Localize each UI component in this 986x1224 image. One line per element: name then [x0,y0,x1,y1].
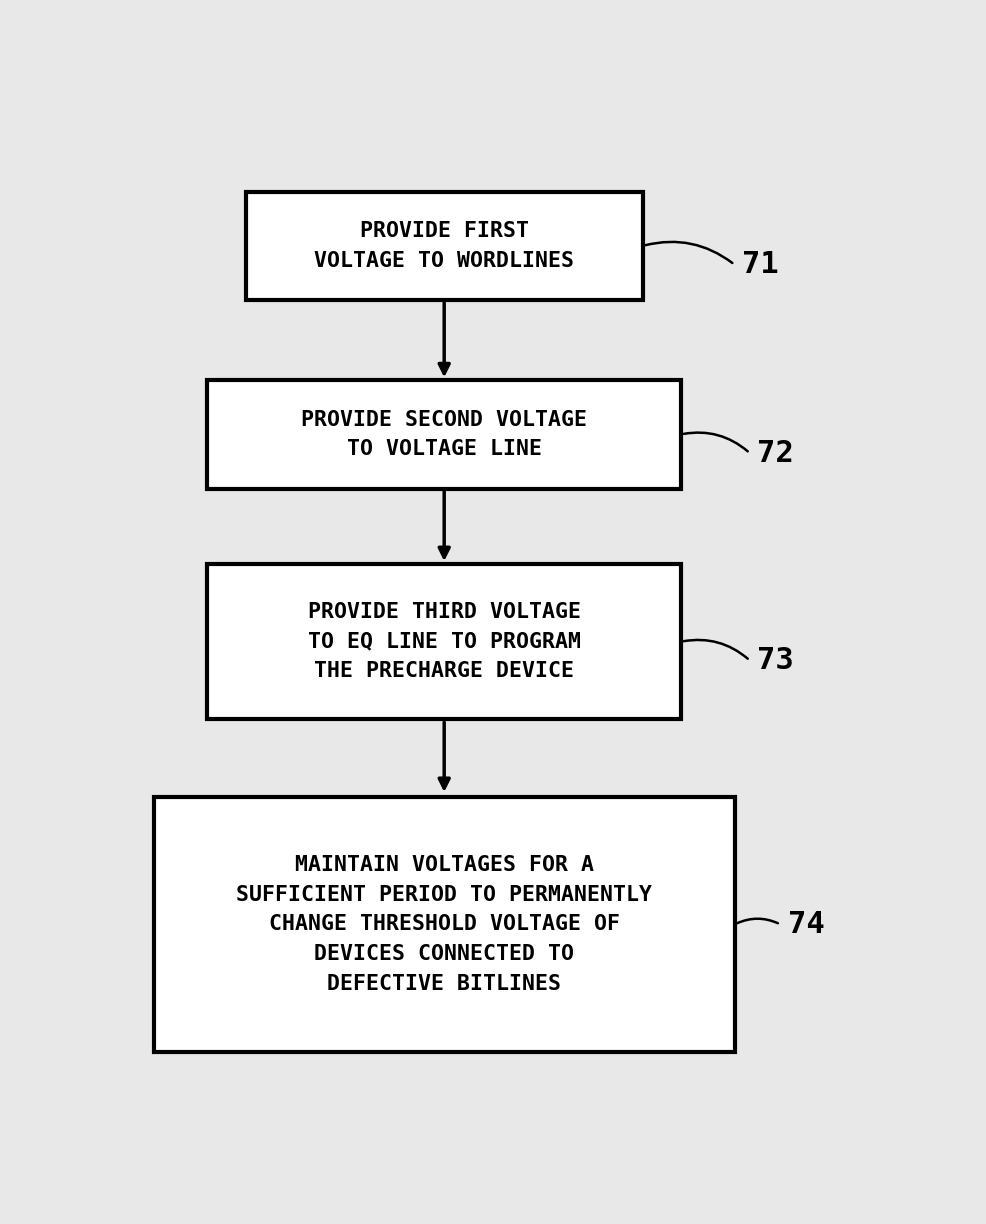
Text: 72: 72 [757,438,795,468]
Bar [207,564,681,720]
Text: 74: 74 [788,909,825,939]
Bar [154,797,735,1051]
Text: MAINTAIN VOLTAGES FOR A
SUFFICIENT PERIOD TO PERMANENTLY
CHANGE THRESHOLD VOLTAG: MAINTAIN VOLTAGES FOR A SUFFICIENT PERIO… [237,856,652,994]
Bar [207,381,681,488]
Text: PROVIDE THIRD VOLTAGE
TO EQ LINE TO PROGRAM
THE PRECHARGE DEVICE: PROVIDE THIRD VOLTAGE TO EQ LINE TO PROG… [308,602,581,682]
Bar [246,192,643,300]
Text: PROVIDE SECOND VOLTAGE
TO VOLTAGE LINE: PROVIDE SECOND VOLTAGE TO VOLTAGE LINE [301,410,588,459]
Text: 71: 71 [742,250,779,279]
Text: PROVIDE FIRST
VOLTAGE TO WORDLINES: PROVIDE FIRST VOLTAGE TO WORDLINES [315,222,574,271]
Text: 73: 73 [757,646,795,674]
